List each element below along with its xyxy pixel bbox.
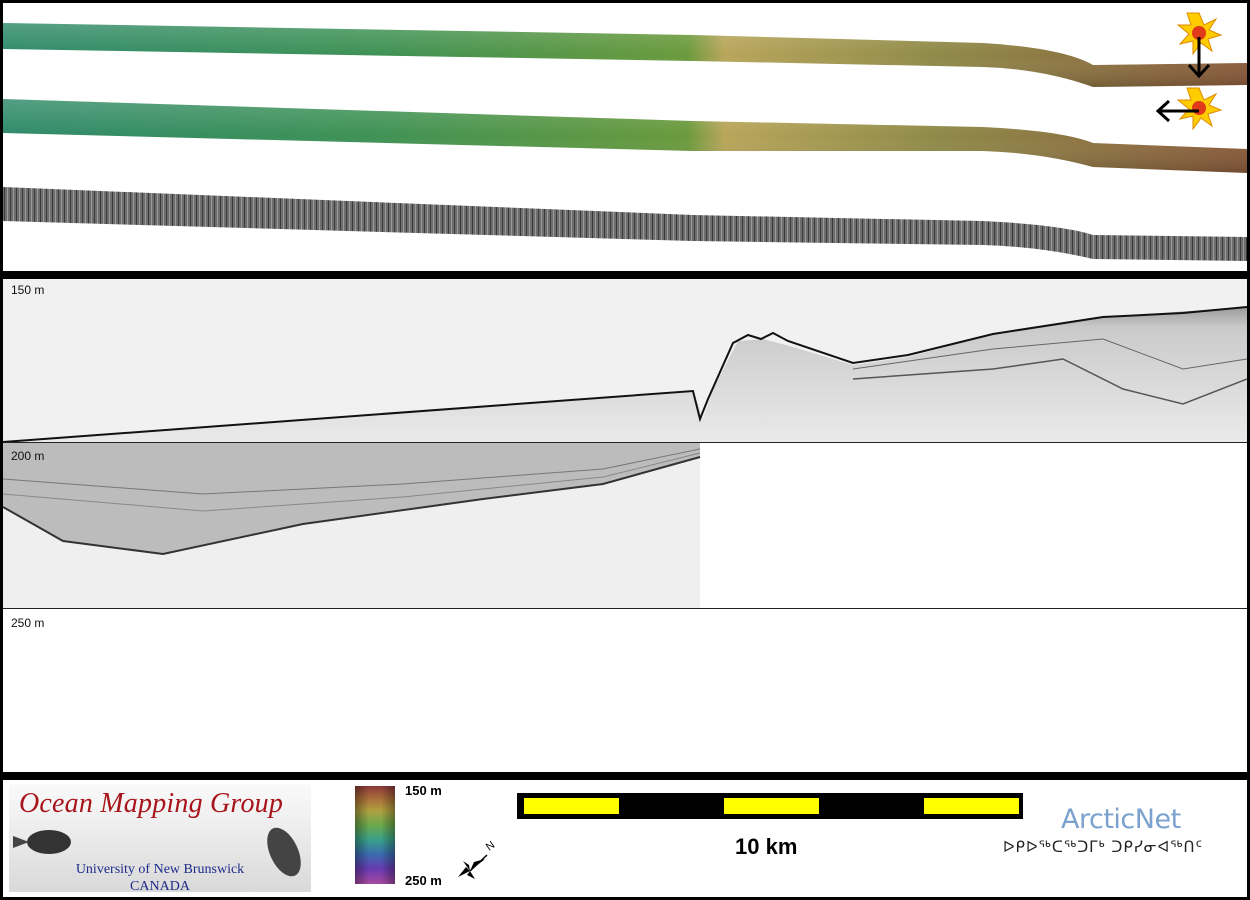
- depth-label-150: 150 m: [11, 283, 45, 297]
- arcticnet-logo: ArcticNet: [1061, 804, 1181, 835]
- north-arrow-label: N: [484, 839, 497, 853]
- illumination-arrow-left-icon: [1155, 99, 1199, 123]
- subbottom-profile-panel: 150 m 200 m 250 m: [3, 279, 1247, 772]
- scale-bar-segment: [924, 798, 1019, 814]
- subbottom-profile: [3, 279, 1247, 609]
- omg-logo-title: Ocean Mapping Group: [19, 788, 284, 819]
- depth-label-250: 250 m: [11, 616, 45, 630]
- omg-logo-country: CANADA: [130, 879, 190, 894]
- bathymetry-strip-2: [3, 99, 1247, 173]
- north-arrow-icon: N: [458, 839, 497, 879]
- seafloor-reflector: [3, 306, 1247, 443]
- color-scale-bottom-label: 250 m: [405, 873, 442, 888]
- scale-bar-label: 10 km: [735, 834, 798, 859]
- depth-gridline-200: [3, 442, 1247, 443]
- scale-bar: [517, 793, 1023, 819]
- arcticnet-syllabics: ᐅᑭᐅᖅᑕᖅᑐᒥᒃ ᑐᑭᓯᓂᐊᖅᑎᑦ: [1003, 838, 1203, 856]
- depth-gridline-250: [3, 608, 1247, 609]
- depth-color-scale: [355, 786, 395, 884]
- swath-strips: [3, 12, 1247, 261]
- ocean-mapping-group-logo: Ocean Mapping Group University of New Br…: [9, 784, 311, 894]
- omg-logo-graphic: [13, 827, 301, 877]
- sun-icon-east: [1176, 87, 1223, 131]
- swath-map-panel: [3, 3, 1247, 271]
- backscatter-strip: [3, 187, 1247, 261]
- omg-logo-university: University of New Brunswick: [75, 862, 245, 877]
- bathymetry-strip-1: [3, 23, 1247, 87]
- depth-label-200: 200 m: [11, 449, 45, 463]
- scale-bar-segment: [524, 798, 619, 814]
- legend-panel: Ocean Mapping Group University of New Br…: [3, 780, 1247, 897]
- scale-bar-segment: [724, 798, 819, 814]
- sun-icon-north: [1176, 12, 1223, 56]
- illumination-arrow-down-icon: [1187, 37, 1211, 79]
- color-scale-top-label: 150 m: [405, 783, 442, 798]
